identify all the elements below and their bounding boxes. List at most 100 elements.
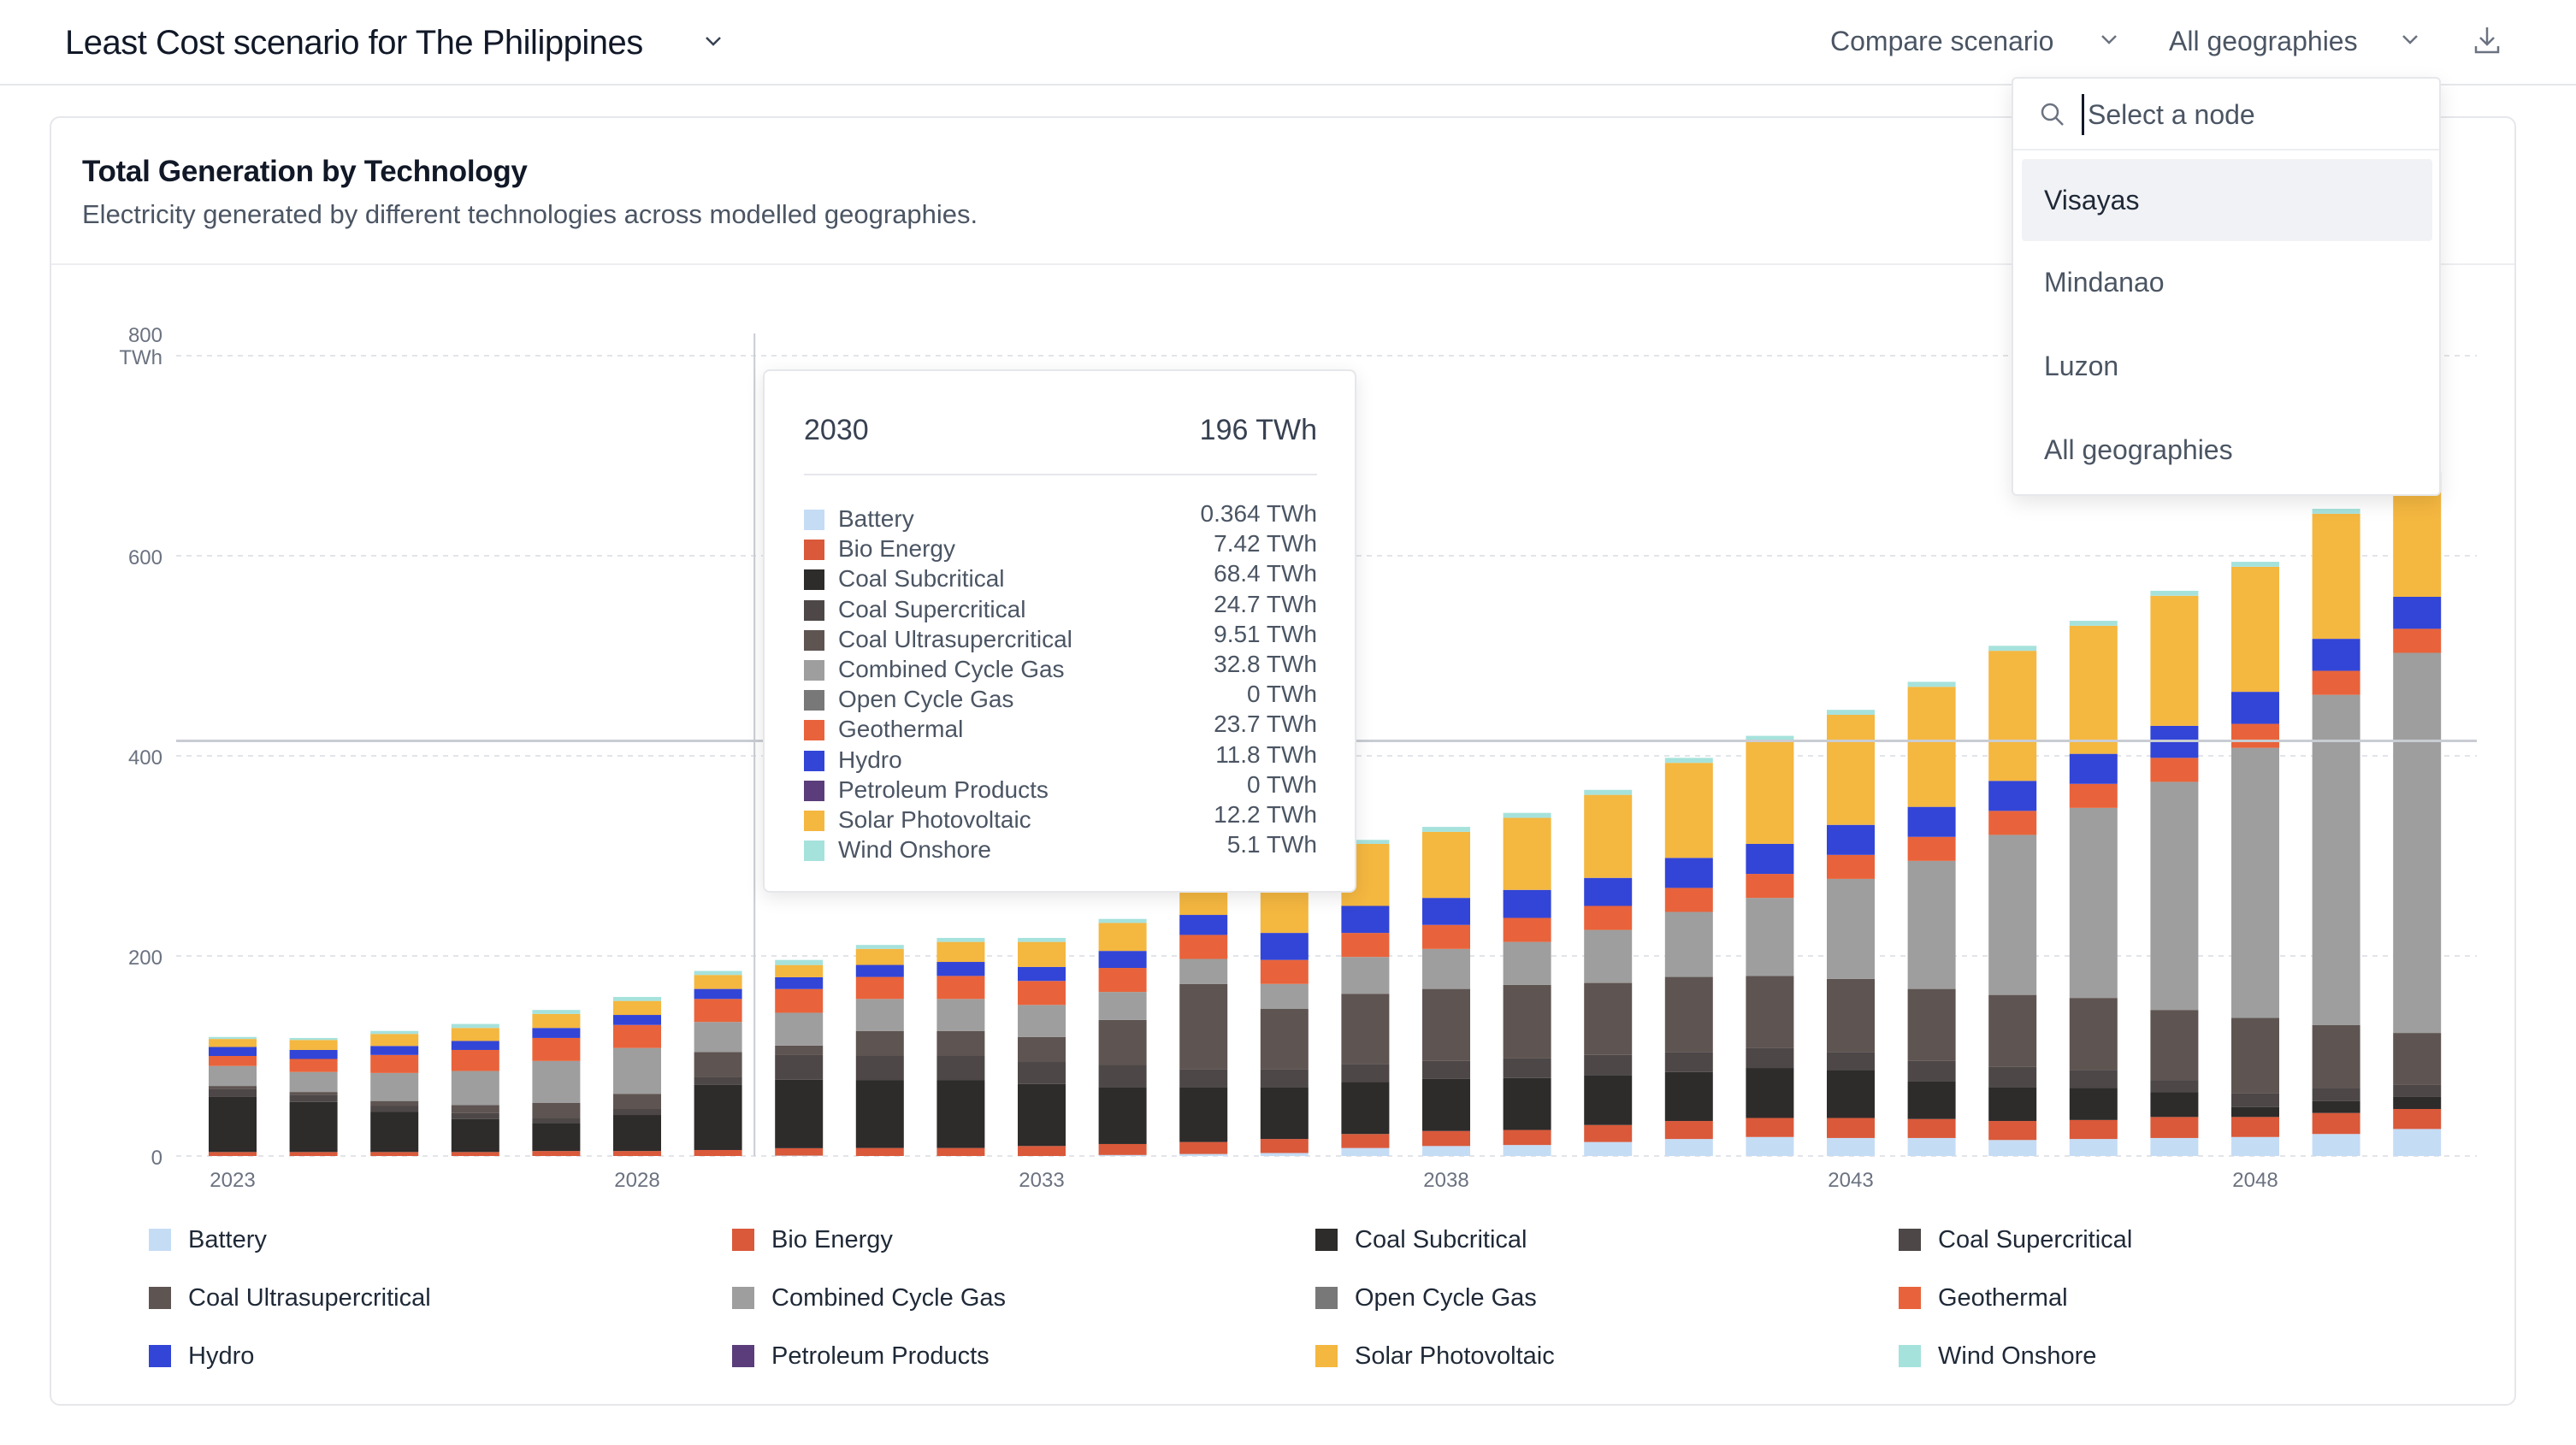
bar-segment[interactable] [855, 999, 904, 1031]
bar-stack-2039[interactable] [1503, 812, 1551, 1156]
bar-segment[interactable] [1988, 1087, 2037, 1122]
bar-segment[interactable] [1907, 1060, 1956, 1082]
bar-segment[interactable] [2393, 476, 2442, 597]
bar-segment[interactable] [532, 1013, 581, 1029]
bar-segment[interactable] [855, 976, 904, 1000]
bar-segment[interactable] [1827, 710, 1875, 716]
bar-segment[interactable] [209, 1036, 257, 1040]
legend-item[interactable]: Solar Photovoltaic [1315, 1339, 1555, 1373]
bar-segment[interactable] [451, 1028, 499, 1041]
bar-segment[interactable] [1098, 951, 1147, 969]
bar-segment[interactable] [532, 1102, 581, 1118]
bar-segment[interactable] [532, 1010, 581, 1014]
bar-segment[interactable] [855, 1030, 904, 1056]
dropdown-option-mindanao[interactable]: Mindanao [2044, 267, 2165, 298]
bar-segment[interactable] [1018, 1005, 1066, 1037]
bar-segment[interactable] [1422, 827, 1470, 832]
bar-segment[interactable] [2393, 596, 2442, 629]
bar-segment[interactable] [1260, 1153, 1309, 1156]
bar-segment[interactable] [209, 1039, 257, 1047]
bar-segment[interactable] [1664, 976, 1713, 1053]
bar-segment[interactable] [289, 1040, 338, 1050]
bar-segment[interactable] [1907, 836, 1956, 861]
bar-segment[interactable] [936, 937, 985, 942]
bar-segment[interactable] [1827, 854, 1875, 879]
bar-segment[interactable] [1260, 959, 1309, 984]
bar-segment[interactable] [1422, 1078, 1470, 1131]
scenario-title[interactable]: Least Cost scenario for The Philippines [65, 24, 643, 62]
legend-item[interactable]: Bio Energy [732, 1223, 893, 1257]
dropdown-option-luzon[interactable]: Luzon [2044, 351, 2119, 381]
bar-segment[interactable] [1098, 1087, 1147, 1144]
bar-segment[interactable] [532, 1151, 581, 1156]
bar-stack-2049[interactable] [2312, 509, 2360, 1156]
bar-segment[interactable] [1664, 1121, 1713, 1140]
bar-segment[interactable] [2312, 670, 2360, 695]
bar-segment[interactable] [2150, 1137, 2199, 1156]
bar-segment[interactable] [1018, 1036, 1066, 1063]
bar-segment[interactable] [2069, 621, 2118, 626]
bar-segment[interactable] [370, 1100, 419, 1106]
bar-segment[interactable] [532, 1118, 581, 1124]
bar-segment[interactable] [1341, 1134, 1390, 1148]
bar-segment[interactable] [1341, 840, 1390, 844]
bar-segment[interactable] [855, 948, 904, 965]
bar-segment[interactable] [370, 1072, 419, 1101]
legend-item[interactable]: Coal Supercritical [1899, 1223, 2132, 1257]
bar-segment[interactable] [1746, 976, 1794, 1048]
bar-segment[interactable] [2312, 1100, 2360, 1113]
bar-segment[interactable] [451, 1041, 499, 1050]
bar-segment[interactable] [532, 1037, 581, 1061]
bar-segment[interactable] [1988, 651, 2037, 781]
bar-segment[interactable] [2312, 1112, 2360, 1135]
bar-segment[interactable] [1827, 824, 1875, 855]
bar-segment[interactable] [2231, 566, 2279, 693]
bar-segment[interactable] [1907, 1118, 1956, 1138]
bar-segment[interactable] [1422, 1146, 1470, 1156]
bar-stack-2046[interactable] [2069, 621, 2118, 1156]
bar-segment[interactable] [532, 1060, 581, 1103]
bar-segment[interactable] [1907, 860, 1956, 989]
bar-segment[interactable] [1179, 1087, 1228, 1142]
bar-segment[interactable] [1260, 933, 1309, 960]
bar-segment[interactable] [289, 1092, 338, 1095]
chevron-down-icon[interactable] [700, 27, 727, 55]
bar-stack-2036[interactable] [1260, 883, 1309, 1156]
bar-segment[interactable] [2393, 1084, 2442, 1097]
bar-segment[interactable] [2069, 625, 2118, 754]
bar-segment[interactable] [2393, 1109, 2442, 1129]
bar-segment[interactable] [289, 1071, 338, 1093]
bar-segment[interactable] [1422, 898, 1470, 925]
bar-stack-2027[interactable] [532, 1010, 581, 1156]
bar-segment[interactable] [775, 964, 824, 977]
bar-stack-2047[interactable] [2150, 590, 2199, 1156]
bar-segment[interactable] [1827, 1118, 1875, 1138]
bar-segment[interactable] [1584, 1124, 1633, 1142]
bar-segment[interactable] [1584, 877, 1633, 906]
legend-item[interactable]: Hydro [149, 1339, 254, 1373]
bar-segment[interactable] [1503, 817, 1551, 890]
bar-segment[interactable] [289, 1037, 338, 1041]
bar-segment[interactable] [1746, 1118, 1794, 1137]
bar-segment[interactable] [2150, 590, 2199, 596]
bar-segment[interactable] [1098, 1019, 1147, 1065]
bar-segment[interactable] [209, 1086, 257, 1089]
bar-segment[interactable] [1422, 948, 1470, 989]
bar-segment[interactable] [855, 945, 904, 949]
bar-segment[interactable] [1664, 888, 1713, 912]
bar-segment[interactable] [1179, 1141, 1228, 1154]
bar-segment[interactable] [1503, 984, 1551, 1059]
bar-segment[interactable] [775, 988, 824, 1013]
bar-segment[interactable] [694, 988, 742, 1000]
bar-segment[interactable] [1260, 888, 1309, 934]
bar-segment[interactable] [451, 1152, 499, 1156]
bar-segment[interactable] [1341, 1147, 1390, 1156]
bar-segment[interactable] [1746, 898, 1794, 976]
bar-segment[interactable] [1827, 1137, 1875, 1156]
bar-segment[interactable] [613, 1109, 661, 1116]
bar-stack-2033[interactable] [1018, 937, 1066, 1156]
bar-segment[interactable] [1341, 1064, 1390, 1082]
bar-stack-2028[interactable] [613, 996, 661, 1156]
dropdown-option-all-geographies[interactable]: All geographies [2044, 434, 2233, 465]
